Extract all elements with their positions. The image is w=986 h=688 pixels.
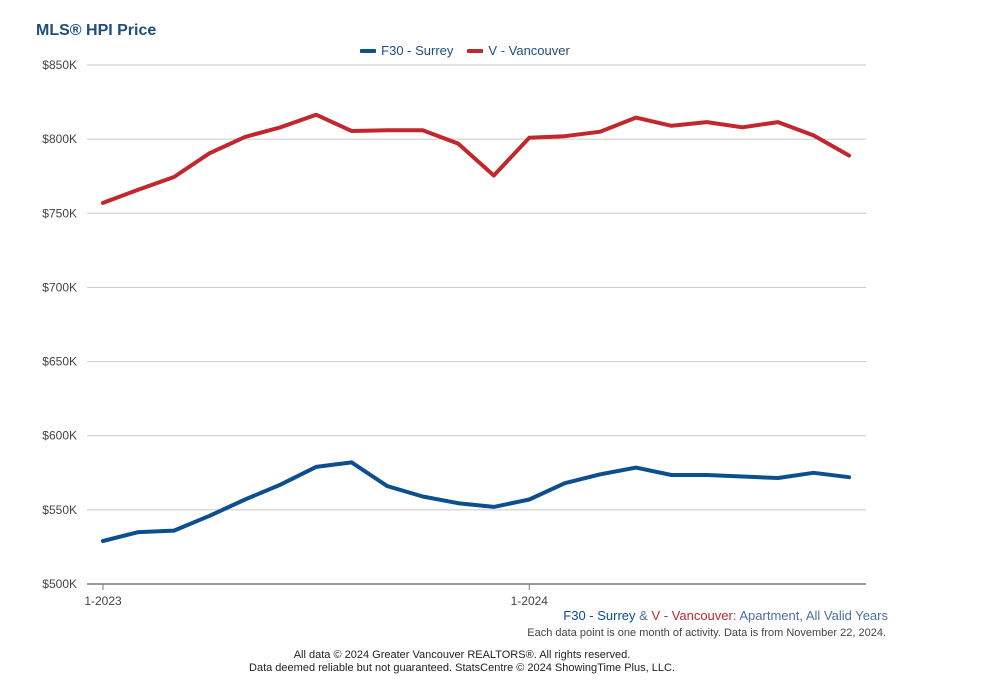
subtitle-amp: & (635, 608, 652, 623)
series-line-surrey (101, 460, 851, 543)
x-tick-label-1: 1-2024 (511, 594, 549, 608)
legend-item-surrey[interactable]: F30 - Surrey (360, 43, 453, 58)
footer-copyright: All data © 2024 Greater Vancouver REALTO… (293, 649, 631, 661)
y-tick-label-4: $700K (42, 280, 77, 294)
data-note: Each data point is one month of activity… (527, 627, 886, 639)
y-tick-label-2: $600K (42, 429, 77, 443)
y-tick-label-6: $800K (42, 132, 77, 146)
y-tick-label-3: $650K (42, 355, 77, 369)
y-tick-label-1: $550K (42, 503, 77, 517)
footer-disclaimer: Data deemed reliable but not guaranteed.… (249, 662, 675, 674)
legend-label-vancouver: V - Vancouver (488, 43, 570, 58)
chart-subtitle: F30 - Surrey & V - Vancouver: Apartment,… (563, 608, 888, 623)
chart-title: MLS® HPI Price (36, 22, 157, 39)
series-line-vancouver (101, 112, 851, 205)
subtitle-rest: : Apartment, All Valid Years (732, 608, 888, 623)
legend-swatch-vancouver (467, 48, 484, 53)
y-tick-label-5: $750K (42, 206, 77, 220)
y-tick-label-0: $500K (42, 577, 77, 591)
subtitle-vancouver: V - Vancouver (651, 608, 733, 623)
legend: F30 - Surrey V - Vancouver (0, 43, 930, 58)
subtitle-surrey: F30 - Surrey (563, 608, 636, 623)
legend-label-surrey: F30 - Surrey (381, 43, 454, 58)
legend-swatch-surrey (360, 48, 377, 53)
legend-item-vancouver[interactable]: V - Vancouver (467, 43, 570, 58)
y-tick-label-7: $850K (42, 58, 77, 72)
x-tick-label-0: 1-2023 (84, 594, 122, 608)
